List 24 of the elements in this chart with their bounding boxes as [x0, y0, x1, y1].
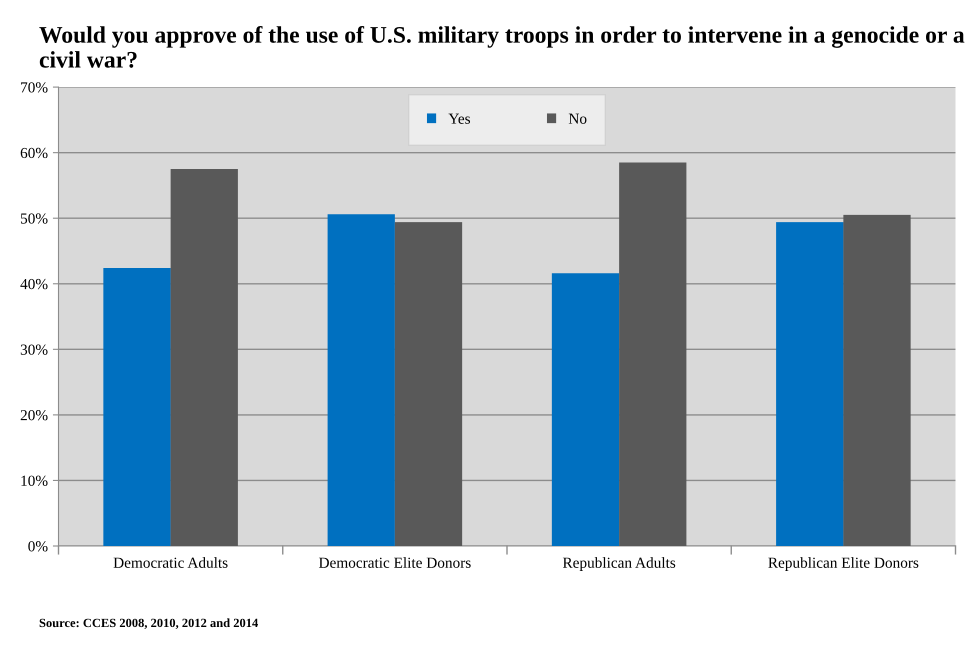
y-tick-label: 50% — [20, 213, 48, 224]
x-tick-label: Republican Adults — [562, 557, 676, 571]
y-tick-label: 70% — [21, 82, 48, 93]
bar — [552, 273, 620, 546]
bar — [328, 214, 395, 546]
y-tick-label: 60% — [20, 148, 48, 158]
x-tick-label: Republican Elite Donors — [768, 557, 918, 571]
legend-label: No — [568, 114, 586, 124]
bar — [843, 214, 911, 546]
x-tick-label: Democratic Elite Donors — [318, 557, 471, 568]
source-note: Source: CCES 2008, 2010, 2012 and 2014 — [40, 618, 258, 629]
y-tick-label: 40% — [20, 278, 48, 290]
bar — [619, 162, 686, 546]
y-tick-label: 10% — [21, 476, 48, 486]
legend-label: Yes — [448, 114, 470, 124]
bar — [103, 268, 171, 546]
y-tick-label: 0% — [28, 541, 48, 552]
y-tick-label: 30% — [20, 344, 48, 355]
y-tick-label: 20% — [20, 410, 48, 420]
chart-title: Would you approve of the use of U.S. military troops in order to intervene in a genocide or a civil war? — [39, 26, 964, 68]
bar — [394, 222, 462, 546]
x-tick-label: Democratic Adults — [114, 557, 228, 568]
bar — [776, 222, 844, 546]
bar — [170, 169, 238, 546]
